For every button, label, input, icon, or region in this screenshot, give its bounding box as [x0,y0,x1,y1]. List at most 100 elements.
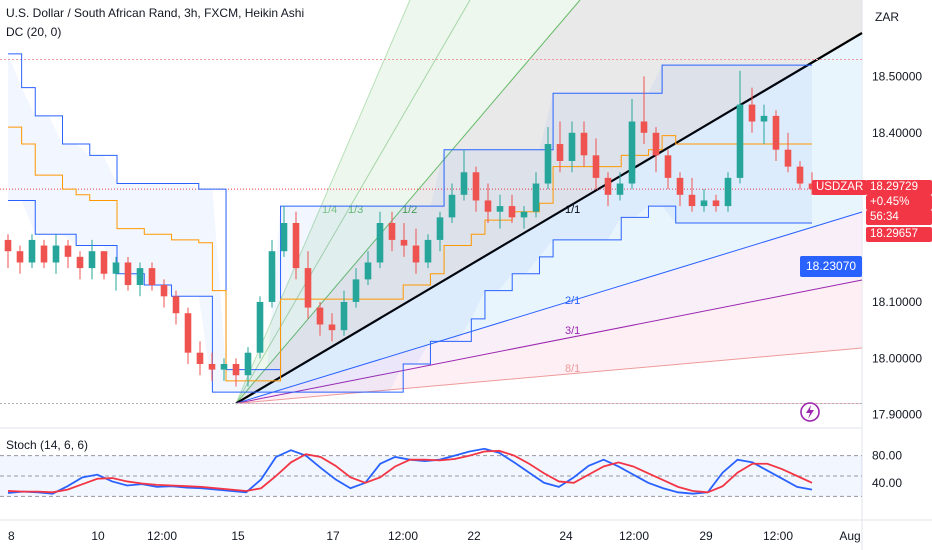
price-tick-label: 18.40000 [872,126,922,140]
gann-fan-label: 1/4 [322,204,337,216]
candle-body [220,363,228,370]
candle-body [136,268,144,286]
candle-body [400,239,408,246]
gann-fan-label: 2/1 [565,295,580,307]
stoch-label[interactable]: Stoch (14, 6, 6) [6,438,89,452]
candle-body [148,268,156,286]
stoch-d-line [7,449,813,494]
gann-fan-line [235,279,863,404]
time-tick-label: 29 [699,529,713,543]
candle-body [448,194,456,218]
symbol-tag: USDZAR [812,180,868,195]
candle-body [4,239,12,252]
candle-body [76,256,84,269]
time-tick-label: 17 [326,529,340,543]
candle-body [616,183,624,195]
candle-body [688,194,696,207]
time-tick-label: 10 [91,529,105,543]
time-tick-label: 8 [8,529,15,543]
donchian-upper [8,53,812,371]
gann-fan-label: 3/1 [565,325,580,337]
price-tick-label: 18.00000 [872,351,922,365]
candle-body [592,155,600,178]
gann-fan-line [235,32,863,405]
candle-body [280,223,288,252]
candle-body [376,223,384,263]
candle-body [364,262,372,280]
second-price-tag: 18.29657 [866,227,932,242]
candle-body [196,352,204,364]
gann-fan-line [235,347,863,404]
candle-body [532,183,540,212]
stoch-upper-label: 80.00 [872,449,902,463]
candle-body [412,245,420,263]
candle-body [340,301,348,331]
candle-body [112,262,120,274]
candle-body [796,166,804,184]
candle-body [544,144,552,184]
candle-body [724,177,732,207]
candle-body [208,363,216,370]
time-tick-label: 12:00 [388,529,418,543]
candle-body [784,149,792,167]
candle-body [760,115,768,122]
candle-body [580,132,588,156]
indicator-label[interactable]: DC (20, 0) [6,25,62,39]
time-tick-label: 12:00 [147,529,177,543]
last-price-tag: 18.29729 [866,180,932,195]
candle-body [52,245,60,263]
candle-body [304,268,312,308]
currency-button[interactable]: ZAR [875,10,899,24]
candle-body [628,121,636,184]
gann-fan-label: 1/3 [348,204,363,216]
gann-fan-line [235,0,471,404]
candle-body [268,251,276,302]
candle-body [352,279,360,302]
candle-body [244,352,252,376]
candle-body [736,104,744,178]
time-tick-label: 12:00 [763,529,793,543]
alert-icon [800,402,820,422]
candle-body [640,121,648,133]
candle-body [664,155,672,178]
candle-body [88,251,96,269]
candle-body [484,200,492,212]
candle-body [232,363,240,376]
candle-body [292,223,300,269]
candle-body [700,200,708,207]
candle-body [604,177,612,195]
candle-body [520,211,528,218]
candle-body [28,239,36,263]
candle-body [256,301,264,353]
candle-body [124,262,132,286]
candle-body [64,245,72,257]
gann-fan-line [235,0,581,404]
candle-body [460,172,468,195]
candle-body [556,144,564,161]
candle-body [436,217,444,240]
candle-body [316,307,324,325]
gann-fan-zone-2 [236,0,862,404]
candle-body [748,104,756,122]
change-tag: +0.45% [866,195,932,210]
fan-price-tag: 18.23070 [800,256,863,277]
donchian-basis [8,126,812,382]
time-tick-label: 22 [467,529,481,543]
price-tick-label: 18.50000 [872,69,922,83]
time-tick-label: 15 [231,529,245,543]
time-tick-label: 12:00 [619,529,649,543]
time-tick-label: 24 [559,529,573,543]
candle-body [40,245,48,263]
candle-body [568,132,576,161]
price-tick-label: 18.10000 [872,295,922,309]
candle-body [172,296,180,314]
gann-fan-label: 8/1 [565,363,580,375]
candle-body [472,172,480,201]
candle-body [160,285,168,297]
countdown-tag: 56:34 [866,210,932,225]
candle-body [772,115,780,150]
candle-body [16,251,24,263]
price-tick-label: 17.90000 [872,408,922,422]
